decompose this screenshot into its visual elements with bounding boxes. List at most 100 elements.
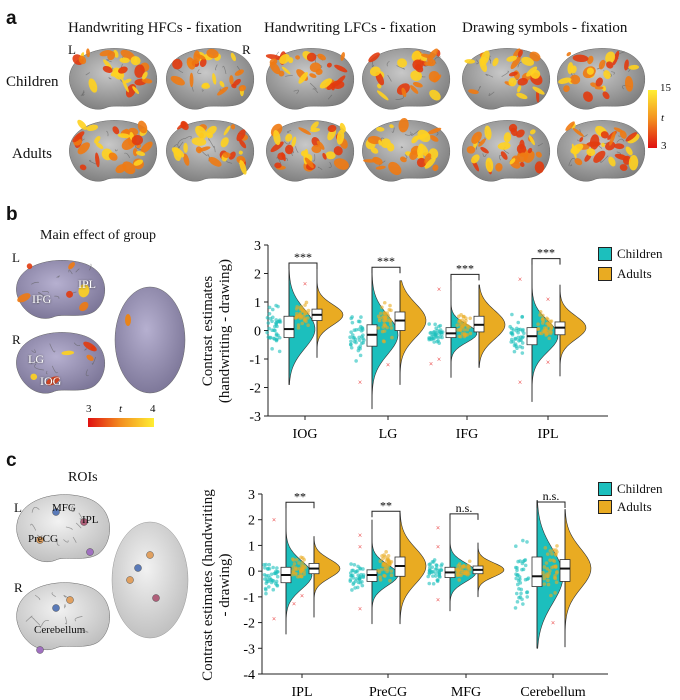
x-tick-label: IPL [538,427,559,442]
panel-b-hemisphere-right: R [12,332,21,347]
brain-sulcus [208,138,214,147]
data-point [275,574,280,579]
activation-blob [517,77,528,86]
activation-blob [90,346,96,351]
data-point [439,564,443,568]
activation-blob [424,61,432,66]
data-point [354,359,358,363]
activation-blob [586,67,594,75]
activation-blob [186,57,196,70]
activation-blob [427,48,439,62]
activation-blob [625,146,633,156]
outlier-marker: × [436,523,441,532]
activation-blob [418,143,429,157]
activation-blob [285,133,293,142]
data-point [545,566,550,571]
data-point [271,587,276,592]
data-point [438,575,442,579]
data-point [390,335,394,340]
activation-blob [598,59,606,70]
significance-label: *** [377,254,395,268]
roi-label-cerebellum: Cerebellum [34,624,86,636]
legend-swatch-adults [598,500,612,514]
activation-blob [471,131,482,144]
data-point [548,569,552,573]
data-point [302,313,306,318]
activation-blob [269,61,281,75]
brain-sulcus [312,154,316,162]
brain-sulcus [213,145,216,153]
data-point [510,312,514,317]
brain-surface [266,48,354,110]
data-point [517,595,521,600]
activation-blob [94,135,101,144]
brain-group-left [16,260,105,319]
activation-blob [378,139,382,146]
activation-blob [609,130,616,146]
data-point [293,566,298,570]
activation-blob [121,78,129,93]
data-point [519,335,523,339]
data-point [525,540,529,544]
data-point [525,590,529,595]
brain-surface [16,494,110,562]
brain-adults-1 [166,120,254,182]
activation-blob [500,151,508,160]
data-point [357,335,361,340]
activation-blob [117,133,131,139]
data-point [306,308,311,313]
data-point [356,564,360,569]
activation-blob [520,162,525,167]
data-point [273,324,277,329]
activation-blob [125,314,131,326]
brain-sulcus [34,363,44,371]
data-point [272,328,276,333]
data-point [517,575,522,579]
outlier-marker: × [546,295,551,304]
y-tick-label: -4 [243,668,255,683]
activation-blob [326,62,332,68]
data-point [266,321,271,325]
roi-label-mfg: MFG [52,502,76,514]
data-point [382,300,387,305]
brain-sulcus [51,365,58,374]
activation-blob [594,86,604,90]
activation-blob [131,134,144,146]
data-point [436,335,440,340]
data-point [389,573,394,578]
activation-blob [468,89,479,95]
activation-blob [534,161,545,174]
activation-blob [212,73,217,85]
y-tick-label: -3 [243,642,255,657]
activation-blob [429,135,439,142]
activation-blob [432,164,439,172]
brain-sulcus [309,82,317,90]
data-point [294,307,299,311]
brain-sulcus [411,130,419,136]
brain-surface [462,120,550,182]
activation-blob [191,137,207,146]
brain-sulcus [70,505,75,513]
data-point [357,338,362,342]
brain-sulcus [173,144,179,148]
data-point [360,580,364,584]
brain-sulcus [79,628,89,633]
brain-sulcus [32,617,41,626]
data-point [382,329,387,333]
data-point [516,320,521,325]
significance-bracket [288,262,318,269]
data-point [462,331,467,336]
data-point [516,335,521,340]
chart-b-legend-children: Children [598,246,663,262]
data-point [361,336,365,341]
roi-marker [36,646,44,654]
data-point [429,337,433,342]
roi-marker [146,551,154,559]
brain-sulcus [85,369,89,377]
activation-blob [401,87,407,98]
data-point [349,330,353,334]
data-point [536,327,541,331]
data-point [379,567,384,572]
activation-blob [497,142,511,150]
activation-blob [88,78,98,93]
